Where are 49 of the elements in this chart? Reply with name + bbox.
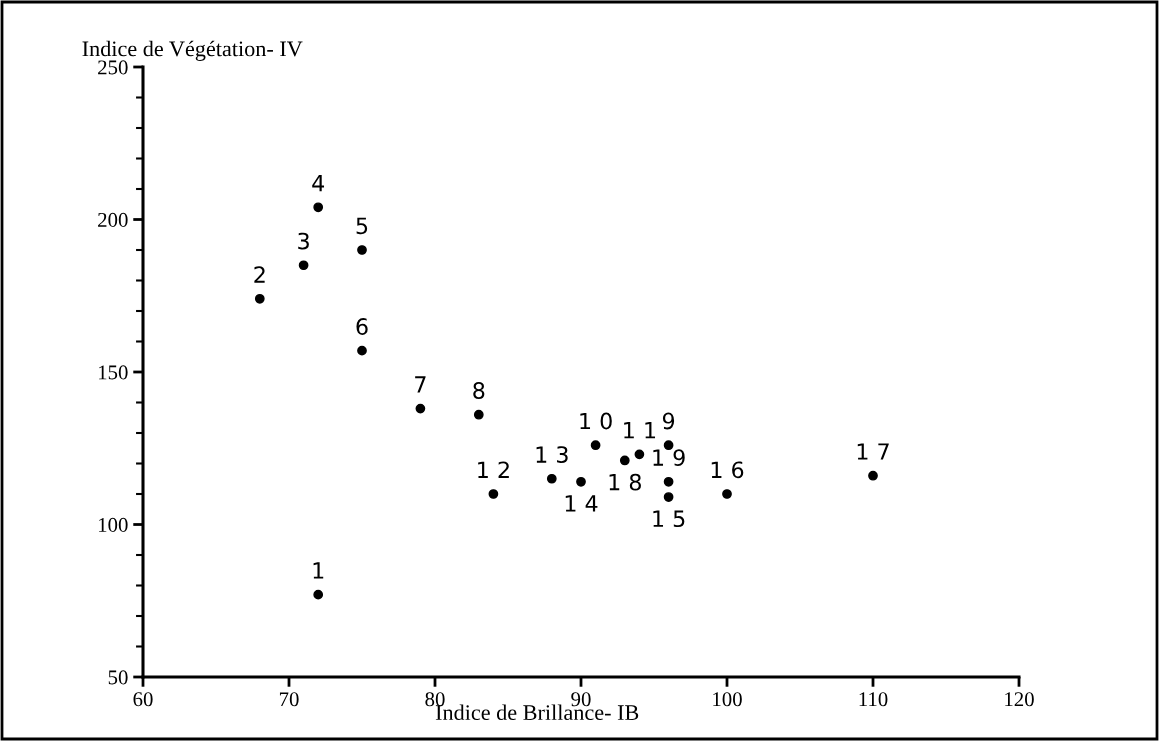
point [546, 473, 557, 484]
annotation: 6 [356, 318, 368, 335]
y-tick-label: 100 [99, 517, 128, 532]
annotation: 1 4 [565, 495, 598, 512]
y-tick-label: 50 [108, 670, 128, 685]
point [663, 476, 674, 487]
point [357, 345, 367, 356]
point [473, 409, 484, 420]
point [868, 470, 878, 481]
annotation: 9 [662, 412, 675, 430]
y-tick-label: 150 [99, 365, 128, 380]
annotation: 1 8 [609, 473, 641, 491]
point [619, 455, 630, 466]
point [576, 476, 586, 487]
point [722, 489, 732, 499]
annotation: 1 2 [478, 461, 509, 478]
annotation: 1 0 [580, 412, 612, 430]
y-tick-label: 200 [98, 212, 128, 227]
annotation: 3 [298, 232, 309, 250]
x-tick-label: 60 [133, 692, 153, 707]
point [590, 440, 601, 451]
annotation: 7 [415, 376, 426, 393]
x-tick-label: 100 [713, 692, 742, 707]
annotation: 1 5 [653, 510, 685, 528]
y-axis-title: Indice de Végétation- IV [82, 40, 303, 61]
annotation: 4 [312, 175, 325, 192]
y-tick-label: 250 [98, 60, 128, 75]
point [415, 403, 426, 414]
point [488, 489, 499, 499]
point [663, 492, 674, 502]
annotation: 1 9 [653, 449, 685, 467]
annotation: 1 1 [624, 422, 656, 439]
annotation: 1 6 [711, 461, 744, 479]
x-tick-label: 110 [859, 692, 888, 707]
point [663, 440, 674, 451]
annotation: 8 [473, 382, 485, 399]
annotation: 1 [313, 562, 324, 579]
x-tick-label: 70 [279, 692, 299, 707]
point [357, 245, 367, 255]
point [313, 202, 324, 213]
point [298, 260, 309, 271]
annotation: 1 7 [857, 443, 889, 460]
point [313, 589, 324, 600]
x-tick-label: 120 [1005, 692, 1034, 707]
annotation: 1 3 [536, 446, 568, 463]
point [254, 293, 265, 304]
annotation: 5 [356, 217, 368, 235]
annotation: 2 [254, 266, 265, 283]
point [634, 449, 645, 460]
